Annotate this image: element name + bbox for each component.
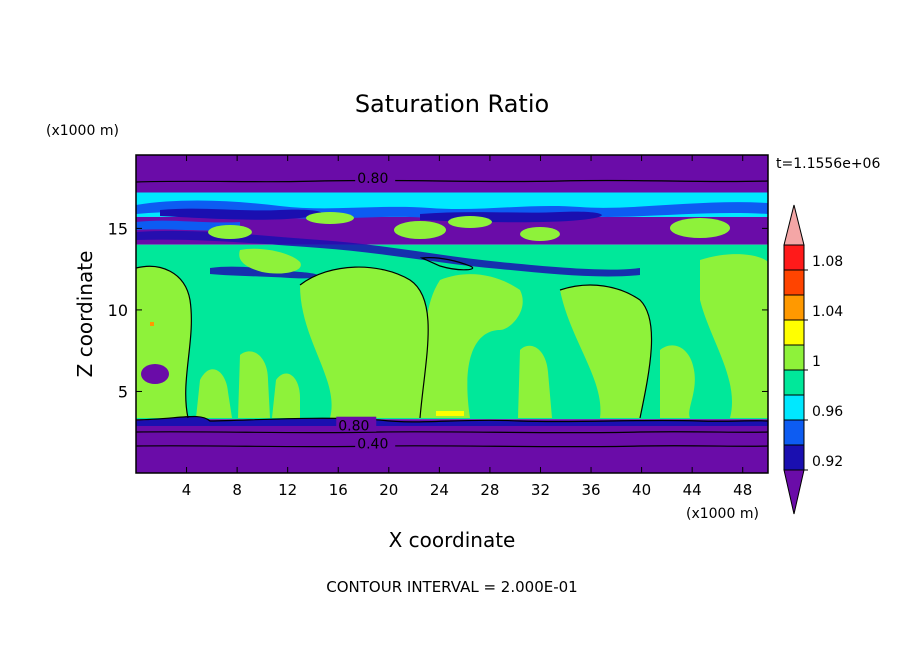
- cloud-column-6: [660, 345, 695, 418]
- colorbar-label-2: 1: [812, 354, 821, 370]
- colorbar-box-0: [783, 444, 805, 471]
- colorbar-label-1: 0.96: [812, 404, 843, 420]
- x-units-label: (x1000 m): [686, 506, 759, 522]
- dry-streak-0: [136, 230, 640, 277]
- contour-label-0: 0.80: [357, 171, 388, 187]
- colorbar-arrow-low: [783, 469, 805, 515]
- y-axis-ticks: 5 10 15: [108, 219, 768, 401]
- colorbar-box-8: [783, 244, 805, 271]
- contour-line-2: [136, 431, 768, 434]
- colorbar-box-3: [783, 369, 805, 396]
- colorbar-box-4: [783, 344, 805, 371]
- y-units-label: (x1000 m): [46, 123, 119, 139]
- upper-patch-5: [306, 212, 354, 224]
- contour-label-bg-0: [355, 168, 396, 184]
- x-axis-ticks: 4 8 12 16 20 24 28 32 36 40 44 48: [182, 155, 752, 499]
- x-tick-label-6: 28: [480, 481, 499, 499]
- y-tick-label-1: 10: [108, 301, 128, 320]
- cloud-column-1: [239, 248, 301, 274]
- y-axis-label: Z coordinate: [73, 251, 97, 378]
- contour-line-3: [136, 445, 768, 448]
- warm-spot-1: [150, 322, 154, 326]
- colorbar-label-4: 1.08: [812, 254, 843, 270]
- x-tick-label-7: 32: [531, 481, 550, 499]
- cloud-column-5: [700, 254, 768, 418]
- plot-area: 0.80 0.80 0.40: [136, 155, 768, 473]
- upper-patch-3: [670, 218, 730, 238]
- y-tick-label-2: 15: [108, 219, 128, 238]
- x-tick-label-8: 36: [581, 481, 600, 499]
- contour-line-0: [136, 179, 768, 183]
- upper-patch-4: [448, 216, 492, 228]
- colorbar-label-3: 1.04: [812, 304, 843, 320]
- warm-spot-0: [436, 411, 464, 416]
- colorbar-arrow-high: [783, 204, 805, 246]
- cloud-column-10: [518, 345, 552, 418]
- band-upper-dry: [136, 155, 768, 193]
- y-tick-label-0: 5: [118, 382, 128, 401]
- colorbar-box-1: [783, 419, 805, 446]
- upper-patch-2: [520, 227, 560, 241]
- upper-patch-0: [208, 225, 252, 239]
- cloud-column-2: [300, 267, 429, 418]
- colorbar-box-2: [783, 394, 805, 421]
- upper-patch-1: [394, 221, 446, 239]
- contour-label-bg-2: [355, 434, 396, 450]
- x-tick-label-9: 40: [632, 481, 651, 499]
- colorbar-label-0: 0.92: [812, 454, 843, 470]
- x-tick-label-10: 44: [683, 481, 702, 499]
- upper-streak-1: [160, 208, 322, 220]
- contour-line-7: [419, 257, 474, 271]
- chart-title: Saturation Ratio: [355, 90, 549, 118]
- colorbar-box-6: [783, 294, 805, 321]
- x-tick-label-4: 20: [379, 481, 398, 499]
- contour-line-6: [559, 284, 653, 419]
- contour-interval-label: CONTOUR INTERVAL = 2.000E-01: [326, 578, 577, 596]
- colorbar: 0.92 0.96 1 1.04 1.08: [783, 204, 843, 515]
- x-tick-label-11: 48: [733, 481, 752, 499]
- x-tick-label-1: 8: [232, 481, 242, 499]
- x-tick-label-3: 16: [329, 481, 348, 499]
- x-tick-label-0: 4: [182, 481, 192, 499]
- contour-line-5: [299, 266, 429, 419]
- cloud-column-9: [272, 373, 300, 418]
- cloud-column-3: [420, 274, 523, 418]
- contour-label-2: 0.40: [357, 437, 388, 453]
- x-tick-label-2: 12: [278, 481, 297, 499]
- contour-line-1: [136, 415, 768, 423]
- time-label: t=1.1556e+06: [776, 156, 880, 172]
- contour-line-4: [136, 265, 192, 419]
- x-tick-label-5: 24: [430, 481, 449, 499]
- colorbar-box-5: [783, 319, 805, 346]
- cloud-column-0: [136, 266, 192, 418]
- cloud-column-4: [560, 285, 652, 418]
- colorbar-box-7: [783, 269, 805, 296]
- contour-label-bg-1: [336, 416, 377, 432]
- cloud-column-7: [196, 369, 232, 418]
- dry-patch-left: [141, 364, 169, 384]
- cloud-column-8: [238, 351, 270, 418]
- dry-streak-1: [210, 266, 319, 279]
- plot-frame: [135, 154, 769, 474]
- contour-label-1: 0.80: [338, 419, 369, 435]
- x-axis-label: X coordinate: [389, 528, 516, 552]
